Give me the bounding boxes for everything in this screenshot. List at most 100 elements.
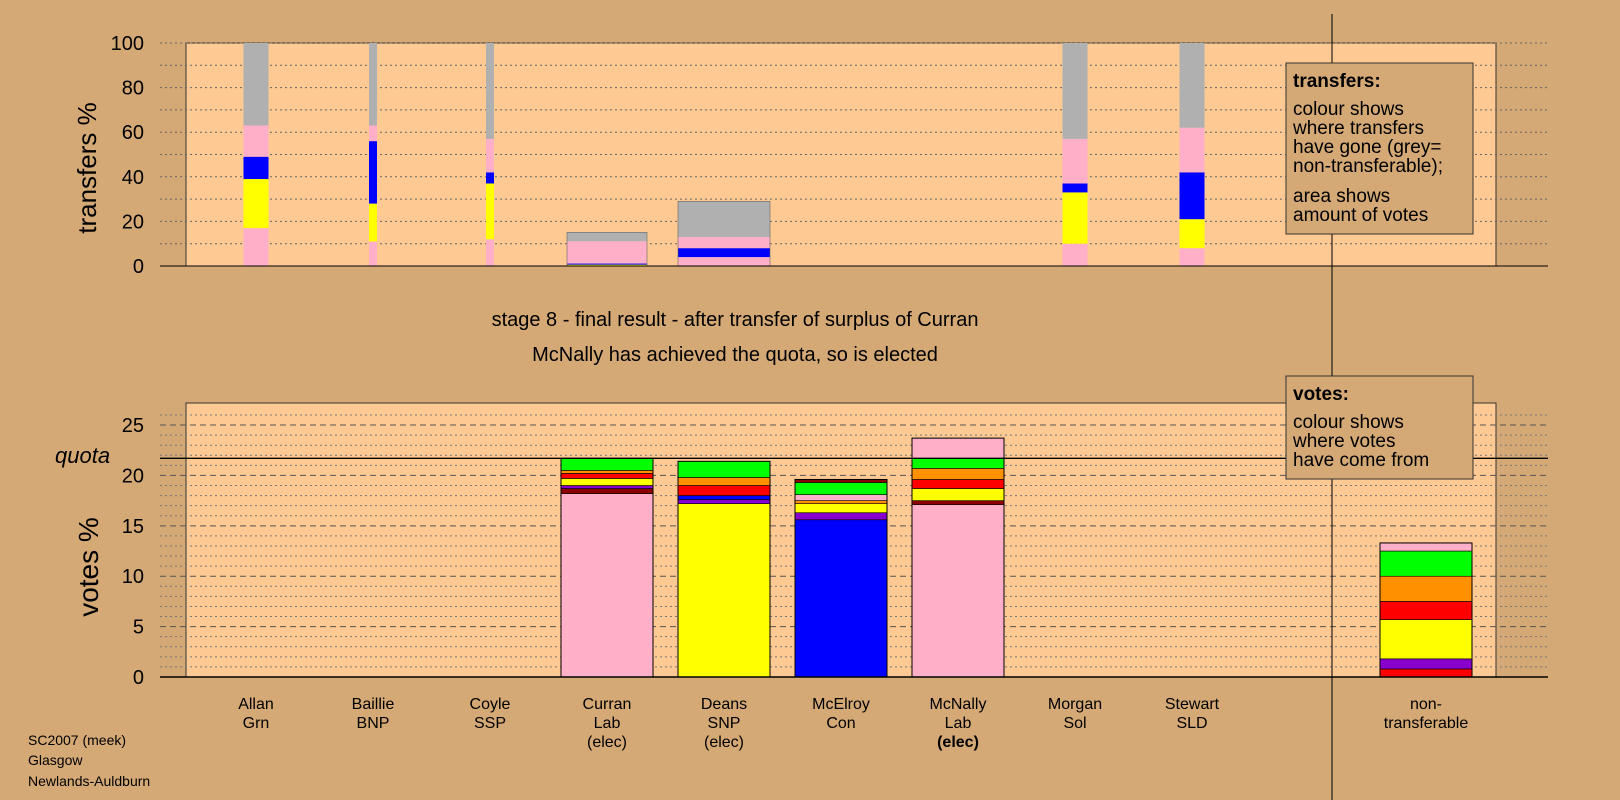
transfer-segment: [243, 43, 269, 126]
y-tick-label: 5: [133, 617, 144, 639]
vote-segment: [794, 482, 888, 495]
vote-segment: [911, 479, 1005, 489]
vote-segment: [677, 499, 771, 504]
transfer-segment: [567, 264, 647, 266]
transfer-segment: [369, 203, 377, 242]
transfer-segment: [1179, 43, 1205, 128]
transfer-segment: [486, 43, 494, 139]
nontransferable-label: non-: [1410, 696, 1442, 713]
y-tick-label: 25: [122, 415, 144, 437]
nontransferable-segment: [1379, 619, 1473, 660]
vote-segment: [560, 493, 654, 678]
vote-segment: [560, 478, 654, 486]
candidate-label: (elec): [587, 734, 627, 751]
y-tick-label: 100: [111, 33, 144, 55]
vote-segment: [794, 494, 888, 501]
vote-segment: [560, 485, 654, 489]
votes-axis-title: votes %: [73, 517, 104, 617]
transfers-legend-line: amount of votes: [1293, 205, 1428, 226]
footer-line: Newlands-Auldburn: [28, 773, 150, 789]
candidate-label: Deans: [701, 696, 747, 713]
transfers-legend-line: colour shows: [1293, 99, 1404, 120]
transfers-legend-line: area shows: [1293, 186, 1390, 207]
transfer-segment: [243, 125, 269, 157]
candidate-label: McElroy: [812, 696, 870, 713]
transfers-legend-line: where transfers: [1292, 118, 1424, 139]
transfer-segment: [1179, 248, 1205, 266]
candidate-label: Stewart: [1165, 696, 1220, 713]
vote-segment: [911, 488, 1005, 501]
transfer-segment: [1179, 127, 1205, 173]
transfer-segment: [1062, 43, 1088, 139]
candidate-label: BNP: [357, 715, 390, 732]
y-tick-label: 20: [122, 211, 144, 233]
nontransferable-segment: [1379, 601, 1473, 620]
transfers-legend: transfers: colour shows where transfers …: [1285, 62, 1474, 235]
vote-segment: [911, 500, 1005, 505]
transfer-segment: [486, 138, 494, 173]
vote-segment: [794, 500, 888, 504]
votes-legend-line: where votes: [1292, 431, 1395, 452]
votes-plot: 0 5 10 15 20 25 Allan Grn Baillie BNP Coyle SSP Curr…: [122, 402, 1548, 751]
vote-segment: [677, 503, 771, 678]
transfer-segment: [567, 241, 647, 264]
vote-segment: [677, 485, 771, 496]
vote-segment: [560, 457, 654, 471]
candidate-label: SNP: [708, 715, 741, 732]
transfers-axis-title: transfers %: [72, 102, 102, 234]
y-tick-label: 60: [122, 122, 144, 144]
candidate-label: SSP: [474, 715, 506, 732]
transfer-segment: [243, 179, 269, 229]
nontransferable-segment: [1379, 658, 1473, 670]
candidate-label: Allan: [238, 696, 274, 713]
y-tick-label: 0: [133, 667, 144, 689]
vote-segment: [794, 519, 888, 678]
vote-segment: [677, 477, 771, 486]
candidate-label: Coyle: [470, 696, 511, 713]
candidate-label: Morgan: [1048, 696, 1102, 713]
transfer-segment: [678, 257, 770, 266]
vote-segment: [560, 488, 654, 494]
candidate-label: Con: [826, 715, 855, 732]
transfer-segment: [369, 241, 377, 266]
transfers-legend-line: have gone (grey=: [1293, 137, 1441, 158]
transfer-segment: [486, 172, 494, 184]
vote-segment: [911, 437, 1005, 459]
transfer-segment: [1062, 192, 1088, 244]
nontransferable-segment: [1379, 575, 1473, 602]
votes-legend-title: votes:: [1293, 384, 1349, 405]
transfer-segment: [369, 141, 377, 204]
nontransferable-segment: [1379, 550, 1473, 577]
vote-segment: [677, 495, 771, 500]
y-tick-label: 40: [122, 167, 144, 189]
footer-line: Glasgow: [28, 752, 83, 768]
transfer-segment: [567, 263, 647, 265]
transfer-segment: [1179, 219, 1205, 249]
nontransferable-segment: [1379, 668, 1473, 678]
quota-label: quota: [55, 443, 110, 468]
transfer-segment: [486, 183, 494, 240]
vote-segment: [794, 503, 888, 514]
y-tick-label: 0: [133, 256, 144, 278]
transfer-segment: [678, 201, 770, 238]
footer-line: SC2007 (meek): [28, 732, 126, 748]
vote-segment: [911, 457, 1005, 469]
transfer-segment: [1062, 138, 1088, 184]
nontransferable-label: transferable: [1384, 715, 1469, 732]
candidate-label: Baillie: [352, 696, 395, 713]
votes-legend-line: have come from: [1293, 450, 1429, 471]
stage-title: stage 8 - final result - after transfer …: [492, 309, 979, 331]
transfer-segment: [1062, 243, 1088, 266]
y-tick-label: 10: [122, 566, 144, 588]
y-tick-label: 15: [122, 516, 144, 538]
candidate-label: Curran: [583, 696, 632, 713]
transfer-segment: [369, 43, 377, 126]
candidate-label: Sol: [1063, 715, 1086, 732]
transfer-segment: [486, 239, 494, 266]
vote-segment: [911, 468, 1005, 480]
nontransferable-segment: [1379, 542, 1473, 552]
candidate-label: Lab: [945, 715, 972, 732]
transfers-legend-title: transfers:: [1293, 71, 1381, 92]
vote-segment: [560, 470, 654, 474]
vote-segment: [560, 473, 654, 479]
